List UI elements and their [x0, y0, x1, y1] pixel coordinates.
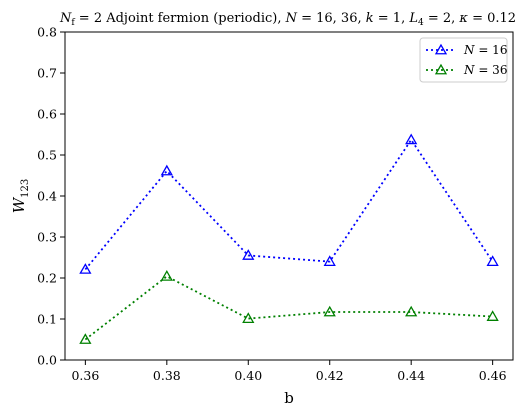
y-tick-label: 0.1 — [37, 312, 57, 327]
data-point — [486, 255, 499, 267]
data-point — [79, 263, 92, 274]
x-tick-label: 0.44 — [397, 368, 425, 383]
data-point — [323, 255, 336, 267]
y-tick-label: 0.5 — [37, 148, 57, 163]
data-point — [405, 305, 418, 317]
y-axis: 0.0 0.1 0.2 0.3 0.4 0.5 0.6 0.7 0.8 — [37, 25, 65, 368]
data-point — [160, 270, 173, 281]
x-tick-label: 0.36 — [71, 368, 99, 383]
legend: N = 16 N = 36 — [419, 37, 508, 83]
data-point — [486, 310, 499, 321]
series-line-1 — [84, 138, 494, 270]
series-layer — [79, 133, 499, 344]
series-line-2 — [84, 275, 493, 341]
legend-box — [419, 37, 508, 83]
y-tick-label: 0.7 — [37, 66, 57, 81]
legend-label: N = 36 — [463, 63, 507, 77]
legend-marker — [434, 43, 448, 55]
data-point — [405, 133, 418, 145]
data-point — [242, 312, 255, 323]
x-tick-label: 0.42 — [316, 368, 344, 383]
data-point — [323, 305, 336, 317]
y-tick-label: 0.0 — [37, 353, 57, 368]
x-axis-label: b — [284, 389, 294, 407]
x-tick-label: 0.46 — [479, 368, 507, 383]
data-point — [79, 333, 92, 344]
data-point — [160, 164, 173, 176]
y-tick-label: 0.2 — [37, 271, 57, 286]
x-tick-label: 0.38 — [153, 368, 181, 383]
legend-marker — [434, 63, 448, 75]
y-axis-label: W123 — [10, 179, 31, 214]
legend-label: N = 16 — [463, 43, 507, 57]
chart-title: Nf = 2 Adjoint fermion (periodic), N = 1… — [59, 11, 516, 28]
x-axis: 0.36 0.38 0.40 0.42 0.44 0.46 — [71, 360, 507, 383]
y-tick-label: 0.4 — [37, 189, 57, 204]
x-tick-label: 0.40 — [234, 368, 262, 383]
y-tick-label: 0.8 — [37, 25, 57, 40]
y-tick-label: 0.6 — [37, 107, 57, 122]
data-point — [242, 249, 255, 260]
y-tick-label: 0.3 — [37, 230, 57, 245]
